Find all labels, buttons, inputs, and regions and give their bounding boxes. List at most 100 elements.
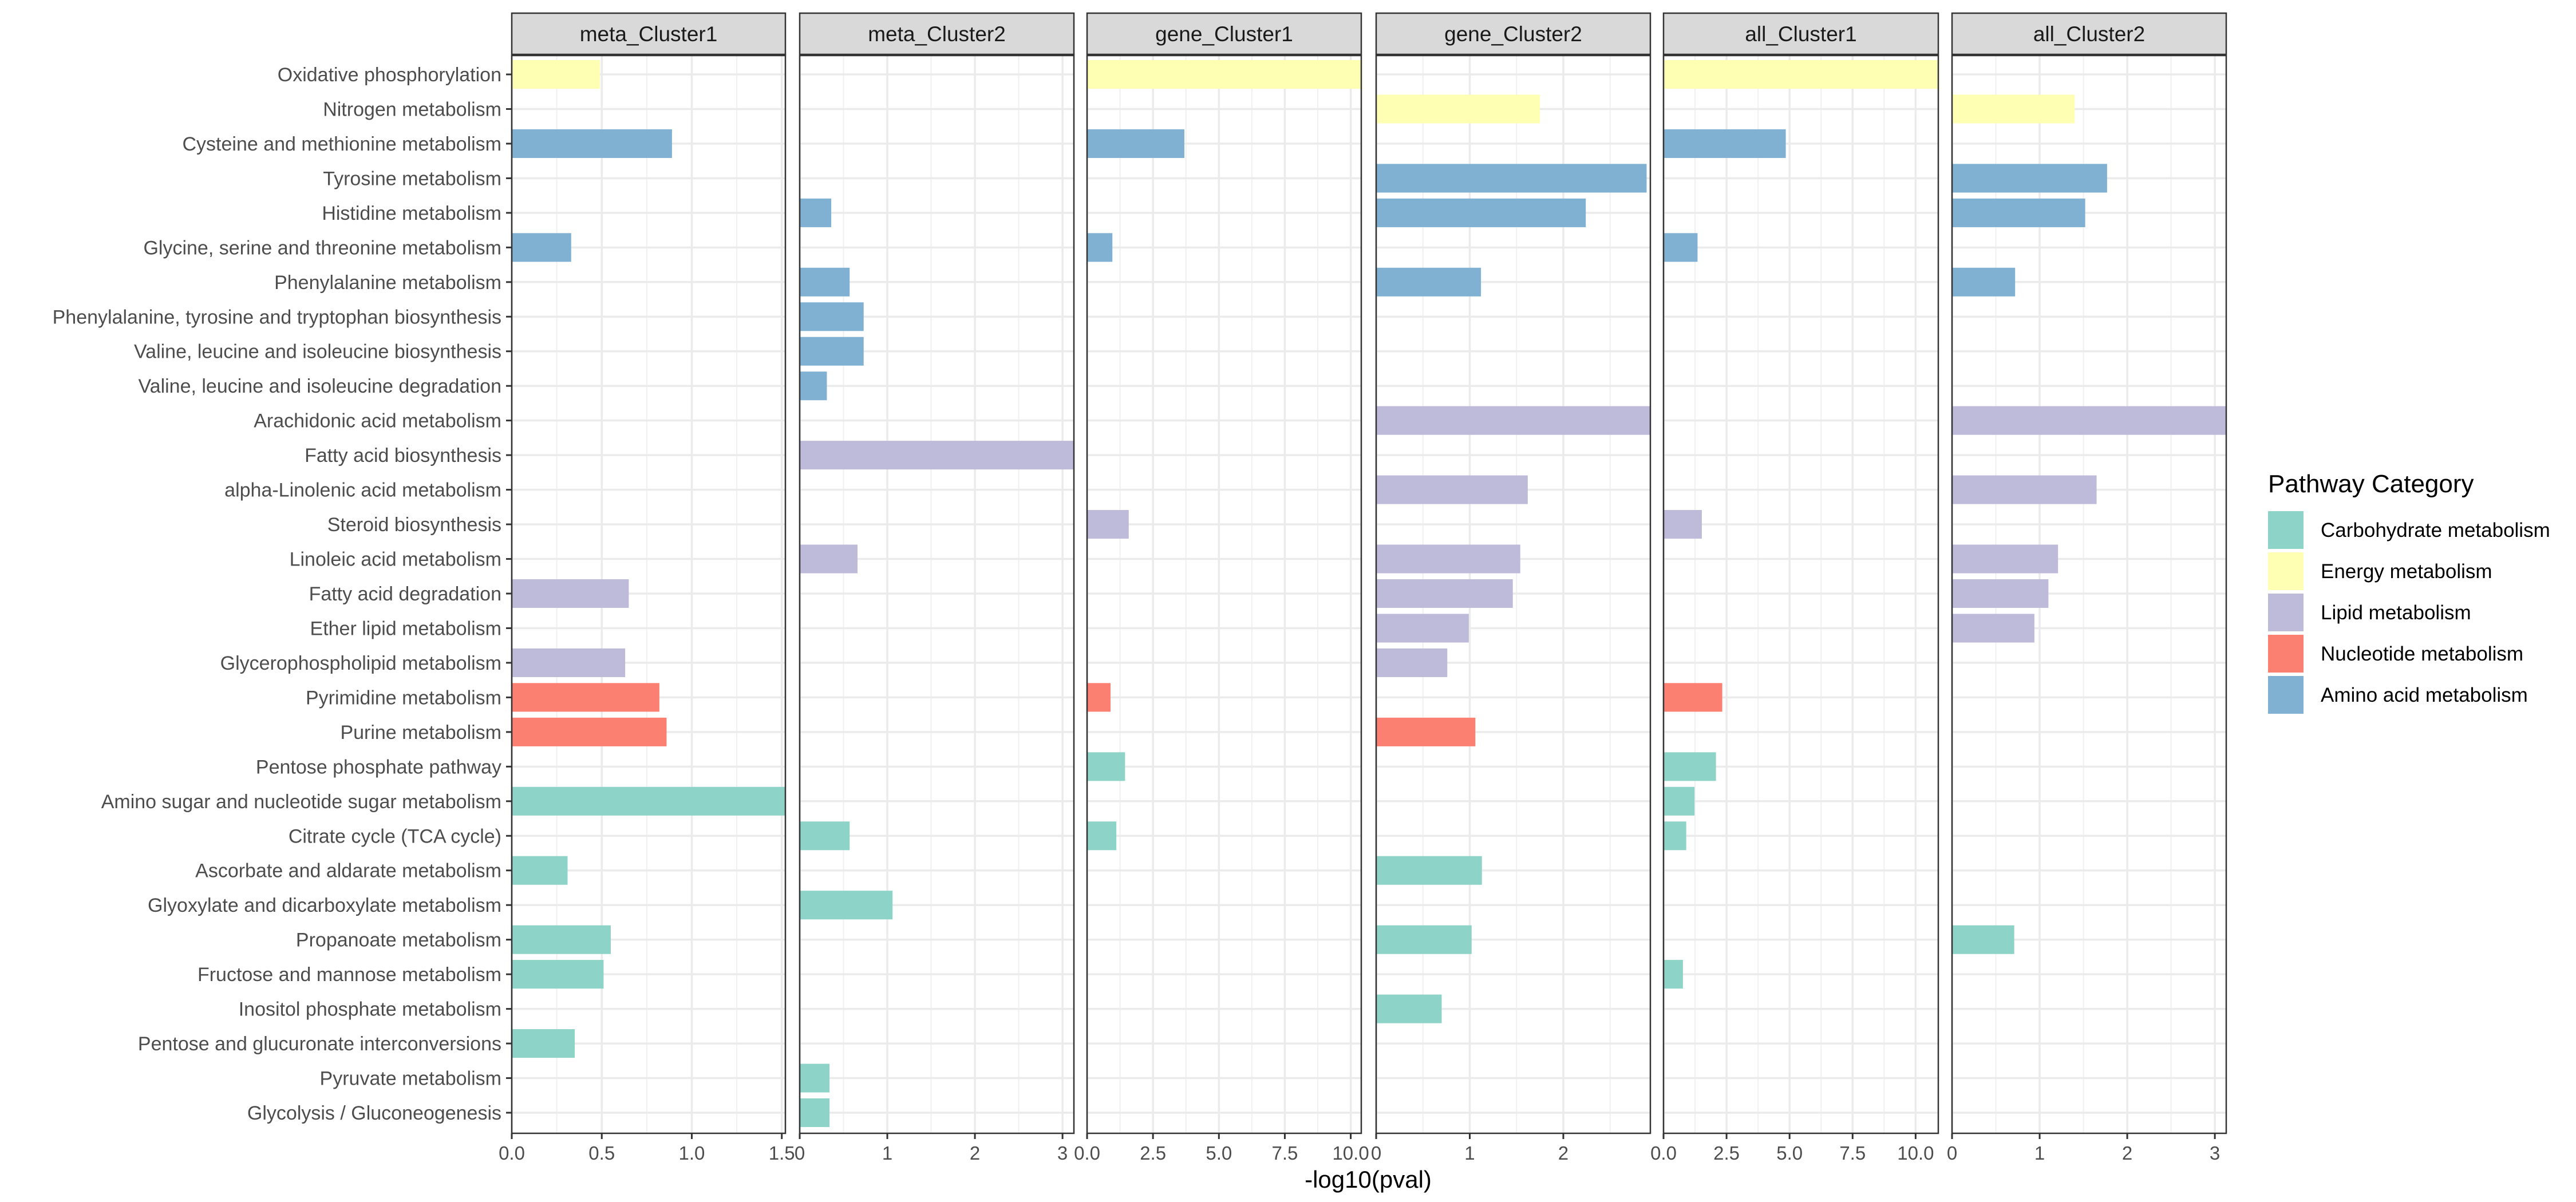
bar [512, 233, 571, 262]
facet-strip-label: meta_Cluster2 [868, 22, 1006, 46]
y-tick-label: Arachidonic acid metabolism [254, 410, 501, 432]
legend-key [2268, 635, 2304, 673]
y-tick-label: Citrate cycle (TCA cycle) [289, 825, 501, 847]
facet-strip [1951, 12, 2227, 56]
bar [1376, 856, 1482, 885]
bar [512, 683, 659, 712]
bar [1087, 683, 1111, 712]
bar [1087, 752, 1125, 781]
y-tick-label: Histidine metabolism [322, 203, 501, 224]
facet-strip-label: meta_Cluster1 [580, 22, 718, 46]
facet-panel-meta_Cluster1: meta_Cluster1 0.0 0.5 1.0 1.5 [499, 12, 795, 1164]
bar [1952, 925, 2014, 954]
x-tick-label: 3 [2210, 1142, 2220, 1164]
x-tick-label: 2.5 [1140, 1142, 1166, 1164]
x-tick-label: 2 [2122, 1142, 2132, 1164]
legend-key [2268, 552, 2304, 590]
y-tick-label: Linoleic acid metabolism [290, 549, 501, 571]
legend-title: Pathway Category [2268, 470, 2474, 498]
y-tick-label: Oxidative phosphorylation [278, 64, 501, 86]
x-tick-label: 0 [795, 1142, 805, 1164]
bar [1376, 717, 1476, 746]
y-tick-label: Amino sugar and nucleotide sugar metabol… [101, 791, 501, 813]
y-tick-label: Ascorbate and aldarate metabolism [195, 860, 501, 882]
x-tick-label: 3 [1057, 1142, 1068, 1164]
bar [800, 371, 827, 401]
y-tick-label: Pentose and glucuronate interconversions [138, 1033, 501, 1055]
x-tick-label: 0.5 [588, 1142, 615, 1164]
legend-key [2268, 676, 2304, 714]
bar [1952, 475, 2097, 504]
bar [1952, 544, 2059, 574]
y-axis-labels: Oxidative phosphorylation Nitrogen metabo… [53, 64, 512, 1124]
legend-label: Nucleotide metabolism [2321, 643, 2523, 665]
legend-label: Energy metabolism [2321, 560, 2492, 583]
y-tick-label: alpha-Linolenic acid metabolism [224, 480, 501, 501]
bar [800, 821, 850, 851]
x-tick-label: 2 [1558, 1142, 1568, 1164]
x-tick-label: 1.0 [679, 1142, 705, 1164]
bar [800, 1063, 830, 1093]
bar [800, 441, 1074, 470]
x-tick-label: 0 [1947, 1142, 1957, 1164]
x-tick-label: 1 [1464, 1142, 1475, 1164]
bar [1376, 164, 1647, 193]
y-tick-label: Phenylalanine, tyrosine and tryptophan b… [53, 306, 501, 328]
x-tick-label: 0.0 [1074, 1142, 1100, 1164]
bar [1664, 683, 1722, 712]
y-tick-label: Valine, leucine and isoleucine degradati… [139, 375, 502, 397]
panel-border [1951, 54, 2227, 1134]
facet-strip [799, 12, 1075, 56]
legend: Pathway Category Carbohydrate metabolism… [2268, 470, 2550, 714]
bar [800, 1098, 830, 1128]
bar [1952, 198, 2085, 227]
bar [1376, 544, 1520, 574]
y-tick-label: Glycolysis / Gluconeogenesis [247, 1102, 501, 1124]
x-tick-label: 0.0 [499, 1142, 525, 1164]
bar [800, 544, 858, 574]
y-tick-label: Valine, leucine and isoleucine biosynthe… [134, 341, 501, 363]
bar [1376, 406, 1650, 435]
y-tick-label: Pyrimidine metabolism [306, 687, 501, 709]
bar [512, 579, 629, 608]
facet-strip [511, 12, 787, 56]
legend-key [2268, 511, 2304, 549]
legend-label: Carbohydrate metabolism [2321, 519, 2550, 541]
legend-label: Amino acid metabolism [2321, 684, 2528, 706]
facet-strip-label: gene_Cluster1 [1155, 22, 1293, 46]
facet-panel-all_Cluster2: all_Cluster2 0 1 2 3 [1947, 12, 2227, 1164]
y-tick-label: Tyrosine metabolism [323, 168, 501, 189]
panel-border [1086, 54, 1362, 1134]
bar [512, 129, 672, 158]
bar [1664, 233, 1698, 262]
bar [1087, 129, 1184, 158]
bar [800, 302, 864, 331]
facet-strip-label: gene_Cluster2 [1444, 22, 1582, 46]
bar [512, 925, 611, 954]
bar [1952, 406, 2226, 435]
bar [1087, 510, 1129, 539]
bar [1952, 579, 2049, 608]
bar [1952, 164, 2107, 193]
x-tick-label: 1 [882, 1142, 892, 1164]
y-tick-label: Purine metabolism [340, 722, 501, 744]
bar [1664, 129, 1786, 158]
x-tick-label: 1 [2034, 1142, 2045, 1164]
bar [1376, 198, 1586, 227]
x-tick-label: 5.0 [1206, 1142, 1232, 1164]
y-tick-label: Glyoxylate and dicarboxylate metabolism [148, 895, 501, 916]
y-tick-label: Pyruvate metabolism [320, 1068, 501, 1090]
y-tick-label: Glycerophospholipid metabolism [220, 653, 501, 674]
y-tick-label: Fatty acid degradation [309, 583, 501, 605]
bar [512, 648, 626, 677]
bar [512, 717, 667, 746]
x-tick-label: 7.5 [1271, 1142, 1298, 1164]
bar [1376, 614, 1469, 643]
bar [1664, 510, 1702, 539]
facet-panel-meta_Cluster2: meta_Cluster2 0 1 2 3 [795, 12, 1075, 1164]
panel-border [1662, 54, 1939, 1134]
y-tick-label: Fructose and mannose metabolism [197, 964, 501, 986]
bar [512, 60, 600, 89]
bar [1376, 925, 1472, 954]
